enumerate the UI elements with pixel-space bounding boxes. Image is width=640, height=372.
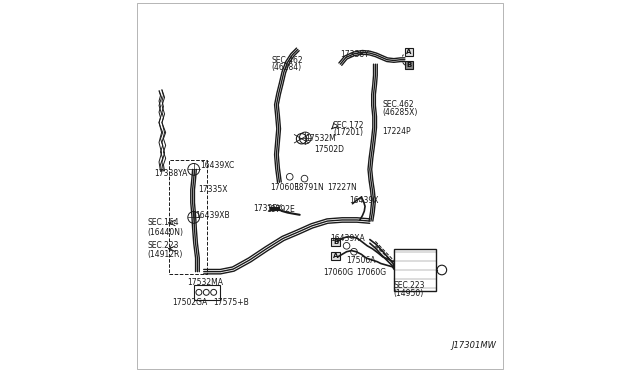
Text: 17224P: 17224P bbox=[382, 127, 411, 136]
Bar bbox=[404, 61, 413, 69]
Text: 16439X: 16439X bbox=[349, 196, 379, 205]
Text: (46285X): (46285X) bbox=[383, 108, 418, 117]
Text: (17201): (17201) bbox=[333, 128, 363, 137]
Text: (46284): (46284) bbox=[271, 63, 301, 72]
Text: (14950): (14950) bbox=[394, 289, 424, 298]
Text: B: B bbox=[333, 239, 338, 245]
Text: 17227N: 17227N bbox=[328, 183, 357, 192]
Text: A: A bbox=[333, 253, 338, 259]
Text: 17338Y: 17338Y bbox=[340, 51, 369, 60]
Text: SEC.462: SEC.462 bbox=[383, 100, 414, 109]
Text: 17506A: 17506A bbox=[347, 256, 376, 265]
Text: (16440N): (16440N) bbox=[147, 228, 183, 237]
Text: 17532M: 17532M bbox=[305, 134, 336, 143]
Text: (14912R): (14912R) bbox=[147, 250, 182, 259]
Bar bbox=[404, 48, 413, 57]
Text: J17301MW: J17301MW bbox=[451, 341, 496, 350]
Text: 18791N: 18791N bbox=[294, 183, 324, 192]
Text: 17060G: 17060G bbox=[356, 268, 387, 277]
Text: 16439XB: 16439XB bbox=[196, 211, 230, 220]
Text: SEC.223: SEC.223 bbox=[394, 281, 426, 290]
Bar bbox=[332, 238, 340, 246]
Text: 17060F: 17060F bbox=[270, 183, 299, 192]
Text: 1733BY: 1733BY bbox=[253, 203, 282, 213]
Text: 17532MA: 17532MA bbox=[187, 278, 223, 287]
Bar bbox=[194, 285, 220, 300]
Text: 17060G: 17060G bbox=[324, 268, 354, 277]
Text: 17335X: 17335X bbox=[198, 185, 228, 194]
Text: B: B bbox=[406, 62, 412, 68]
Text: SEC.223: SEC.223 bbox=[147, 241, 179, 250]
Text: 17575+B: 17575+B bbox=[213, 298, 249, 307]
Text: 18792E: 18792E bbox=[266, 205, 295, 215]
Bar bbox=[394, 249, 436, 291]
Text: 16439XC: 16439XC bbox=[200, 161, 234, 170]
Text: 17502GA: 17502GA bbox=[172, 298, 207, 307]
Bar bbox=[170, 160, 207, 274]
Text: A: A bbox=[406, 49, 412, 55]
Text: SEC.172: SEC.172 bbox=[333, 121, 364, 129]
Text: 17338YA: 17338YA bbox=[155, 169, 188, 177]
Text: 16439XA: 16439XA bbox=[330, 234, 365, 243]
Text: SEC.462: SEC.462 bbox=[271, 56, 303, 65]
Text: SEC.164: SEC.164 bbox=[147, 218, 179, 227]
Bar bbox=[332, 252, 340, 260]
Text: 17502D: 17502D bbox=[314, 145, 344, 154]
